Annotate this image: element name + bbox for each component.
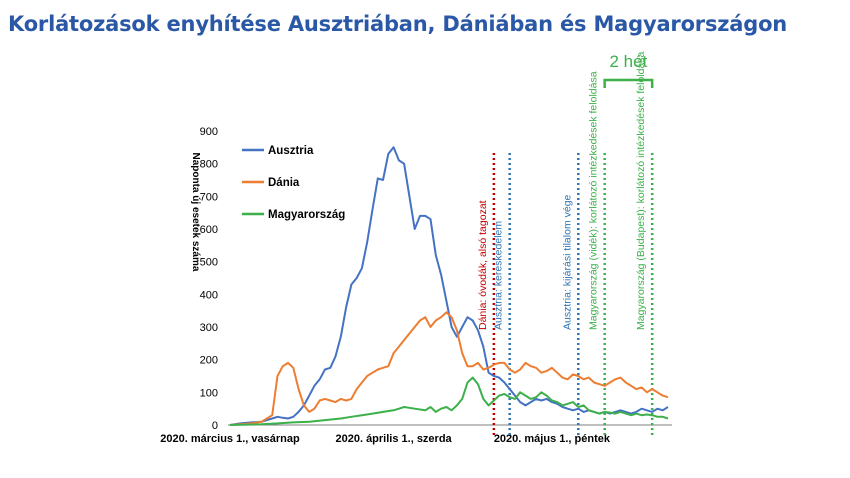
annotation-label: 2 hét (610, 52, 648, 71)
x-tick-label: 2020. március 1., vasárnap (160, 433, 300, 445)
y-tick-label: 300 (200, 322, 218, 334)
x-tick-label: 2020. május 1., péntek (494, 433, 611, 445)
y-tick-label: 200 (200, 355, 218, 367)
y-axis-label: Naponta új esetek száma (190, 153, 201, 272)
y-tick-label: 600 (200, 224, 218, 236)
y-axis-label-text: Naponta új esetek száma (190, 153, 201, 272)
y-tick-label: 400 (200, 289, 218, 301)
event-label: Magyarország (vidék): korlátozó intézked… (588, 71, 600, 330)
y-tick-label: 100 (200, 387, 218, 399)
event-label: Dánia: óvodák, alsó tagozat (477, 200, 489, 330)
event-label: Magyarország (Budapest): korlátozó intéz… (635, 51, 647, 330)
series-lines (229, 146, 669, 426)
event-label: Ausztria: kereskedelem (493, 221, 505, 330)
page-title: Korlátozások enyhítése Ausztriában, Dáni… (8, 12, 788, 36)
annotation-bracket (603, 78, 654, 88)
series-line-magyarorszag (229, 376, 669, 426)
legend: Ausztria Dánia Magyarország (242, 145, 345, 221)
y-tick-label: 900 (200, 126, 218, 138)
y-tick-label: 0 (212, 420, 218, 432)
x-axis: 2020. március 1., vasárnap 2020. április … (160, 424, 672, 445)
legend-label: Dánia (268, 177, 300, 189)
x-tick-label: 2020. április 1., szerda (335, 433, 452, 445)
event-label: Ausztria: kijárási tilalom vége (561, 194, 573, 330)
legend-label: Magyarország (268, 209, 345, 221)
two-week-annotation: 2 hét (603, 52, 654, 88)
legend-label: Ausztria (268, 145, 314, 157)
series-line-dania (229, 311, 669, 426)
y-tick-label: 700 (200, 191, 218, 203)
y-tick-label: 500 (200, 257, 218, 269)
y-tick-label: 800 (200, 159, 218, 171)
y-axis: 0 100 200 300 400 500 600 700 800 900 (200, 126, 218, 432)
